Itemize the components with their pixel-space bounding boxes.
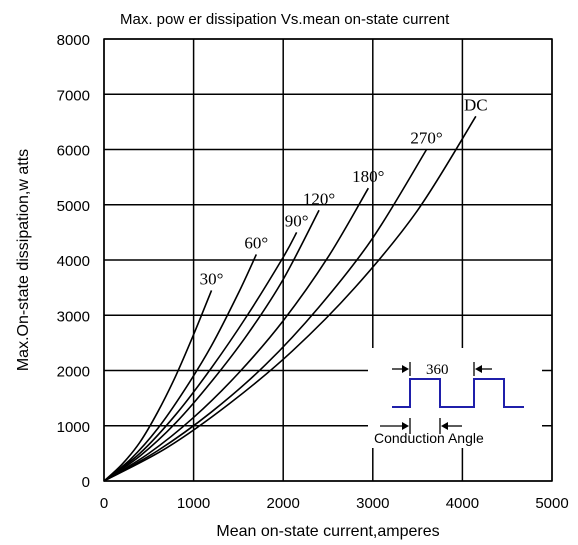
y-tick-label: 1000 [57,419,90,436]
x-tick-label: 4000 [446,495,479,512]
series-label: DC [464,95,488,114]
waveform-line [392,378,524,408]
series-line [103,115,477,482]
chart-title: Max. pow er dissipation Vs.mean on-state… [120,11,450,28]
y-tick-labels: 0 1000 2000 3000 4000 5000 6000 7000 8000 [57,32,90,491]
top-right-arrowhead [475,365,482,373]
y-tick-label: 8000 [57,32,90,49]
inset-background [368,348,542,448]
conduction-angle-inset: 360 Conduction Angle [368,348,542,448]
y-tick-label: 2000 [57,364,90,381]
y-axis-title: Max.On-state dissipation,w atts [15,149,32,371]
x-tick-label: 5000 [535,495,568,512]
x-tick-labels: 0 1000 2000 3000 4000 5000 [100,495,569,512]
y-tick-label: 3000 [57,308,90,325]
bottom-right-arrowhead [441,422,448,430]
x-tick-label: 3000 [356,495,389,512]
inset-conduction-angle-label: Conduction Angle [374,430,484,446]
series-line [103,290,213,482]
series-labels: 30° 60° 90° 120° 180° 270° DC [200,95,488,288]
series-line [103,254,258,482]
y-tick-label: 4000 [57,253,90,270]
series-line [103,149,428,482]
inset-360-label: 360 [426,362,449,378]
series-line [103,231,298,482]
series-label: 90° [285,211,309,230]
series-label: 120° [303,189,335,208]
bottom-left-arrowhead [402,422,409,430]
series-label: 60° [244,233,268,252]
y-tick-label: 7000 [57,87,90,104]
top-left-arrowhead [402,365,409,373]
series-line [103,209,320,482]
series-line [103,187,370,482]
series-label: 180° [352,167,384,186]
series-label: 270° [410,129,442,148]
x-axis-title: Mean on-state current,amperes [216,523,439,540]
plot-frame [103,38,553,482]
y-tick-label: 0 [82,474,90,491]
series-curves [103,115,477,482]
y-tick-label: 5000 [57,198,90,215]
x-tick-label: 1000 [177,495,210,512]
y-tick-label: 6000 [57,143,90,160]
x-tick-label: 0 [100,495,108,512]
x-tick-label: 2000 [267,495,300,512]
series-label: 30° [200,269,224,288]
